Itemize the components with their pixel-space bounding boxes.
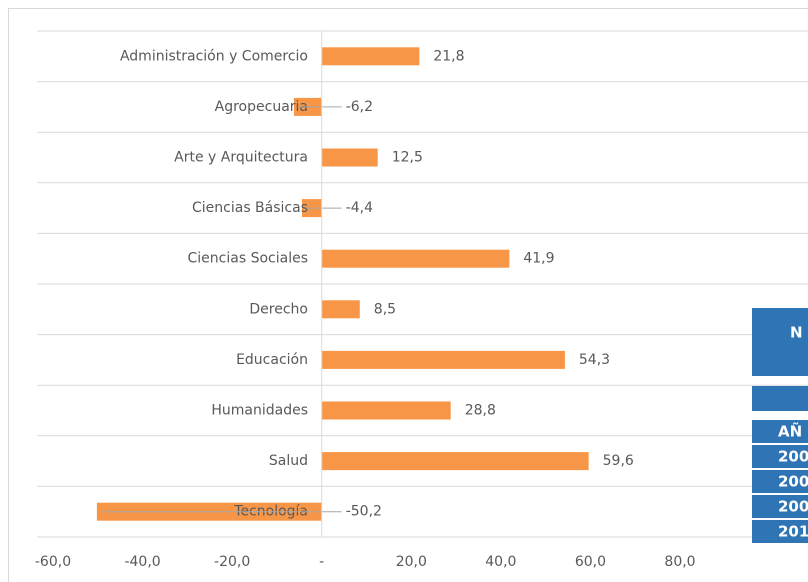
- value-label: 8,5: [374, 301, 396, 317]
- x-tick-label: -60,0: [35, 554, 71, 570]
- x-tick-label: 60,0: [575, 554, 606, 570]
- value-label: 54,3: [579, 352, 610, 368]
- table-cell: [752, 520, 808, 543]
- bar: [321, 249, 510, 268]
- table-cell-text: 200: [778, 498, 808, 516]
- value-label: 21,8: [433, 48, 464, 64]
- table-header-cell: [752, 308, 808, 376]
- category-label: Ciencias Sociales: [188, 251, 308, 267]
- value-label: 41,9: [523, 251, 554, 267]
- category-label: Humanidades: [211, 403, 308, 419]
- bar: [321, 350, 565, 369]
- value-label: -6,2: [346, 99, 373, 115]
- category-label: Ciencias Básicas: [192, 200, 308, 216]
- bar: [321, 452, 589, 471]
- x-tick-label: -40,0: [124, 554, 160, 570]
- category-label: Agropecuaria: [215, 99, 308, 115]
- x-tick-label: 40,0: [485, 554, 516, 570]
- table-cell: [752, 386, 808, 411]
- bar: [321, 300, 360, 319]
- table-cell-text: AÑ: [778, 422, 802, 441]
- x-tick-label: -: [319, 554, 324, 570]
- category-label: Salud: [269, 453, 308, 469]
- value-label: 28,8: [465, 403, 496, 419]
- table-cell-text: 201: [778, 523, 808, 541]
- bar: [321, 148, 378, 167]
- table-cell-text: 200: [778, 448, 808, 466]
- value-label: 59,6: [603, 453, 634, 469]
- category-label: Arte y Arquitectura: [174, 150, 308, 166]
- category-label: Administración y Comercio: [120, 48, 308, 64]
- table-cell: [752, 420, 808, 443]
- table-cell: [752, 445, 808, 468]
- bar: [321, 47, 420, 66]
- bar: [321, 401, 451, 420]
- value-label: -50,2: [346, 504, 382, 520]
- table-header: N: [790, 324, 803, 342]
- table-cell: [752, 495, 808, 518]
- x-tick-label: 80,0: [664, 554, 695, 570]
- x-tick-label: -20,0: [214, 554, 250, 570]
- value-label: 12,5: [392, 150, 423, 166]
- category-label: Derecho: [249, 301, 308, 317]
- x-tick-label: 20,0: [396, 554, 427, 570]
- category-label: Educación: [236, 352, 308, 368]
- value-label: -4,4: [346, 200, 373, 216]
- table-cell: [752, 470, 808, 493]
- table-cell-text: 200: [778, 473, 808, 491]
- chart-frame: [8, 8, 808, 582]
